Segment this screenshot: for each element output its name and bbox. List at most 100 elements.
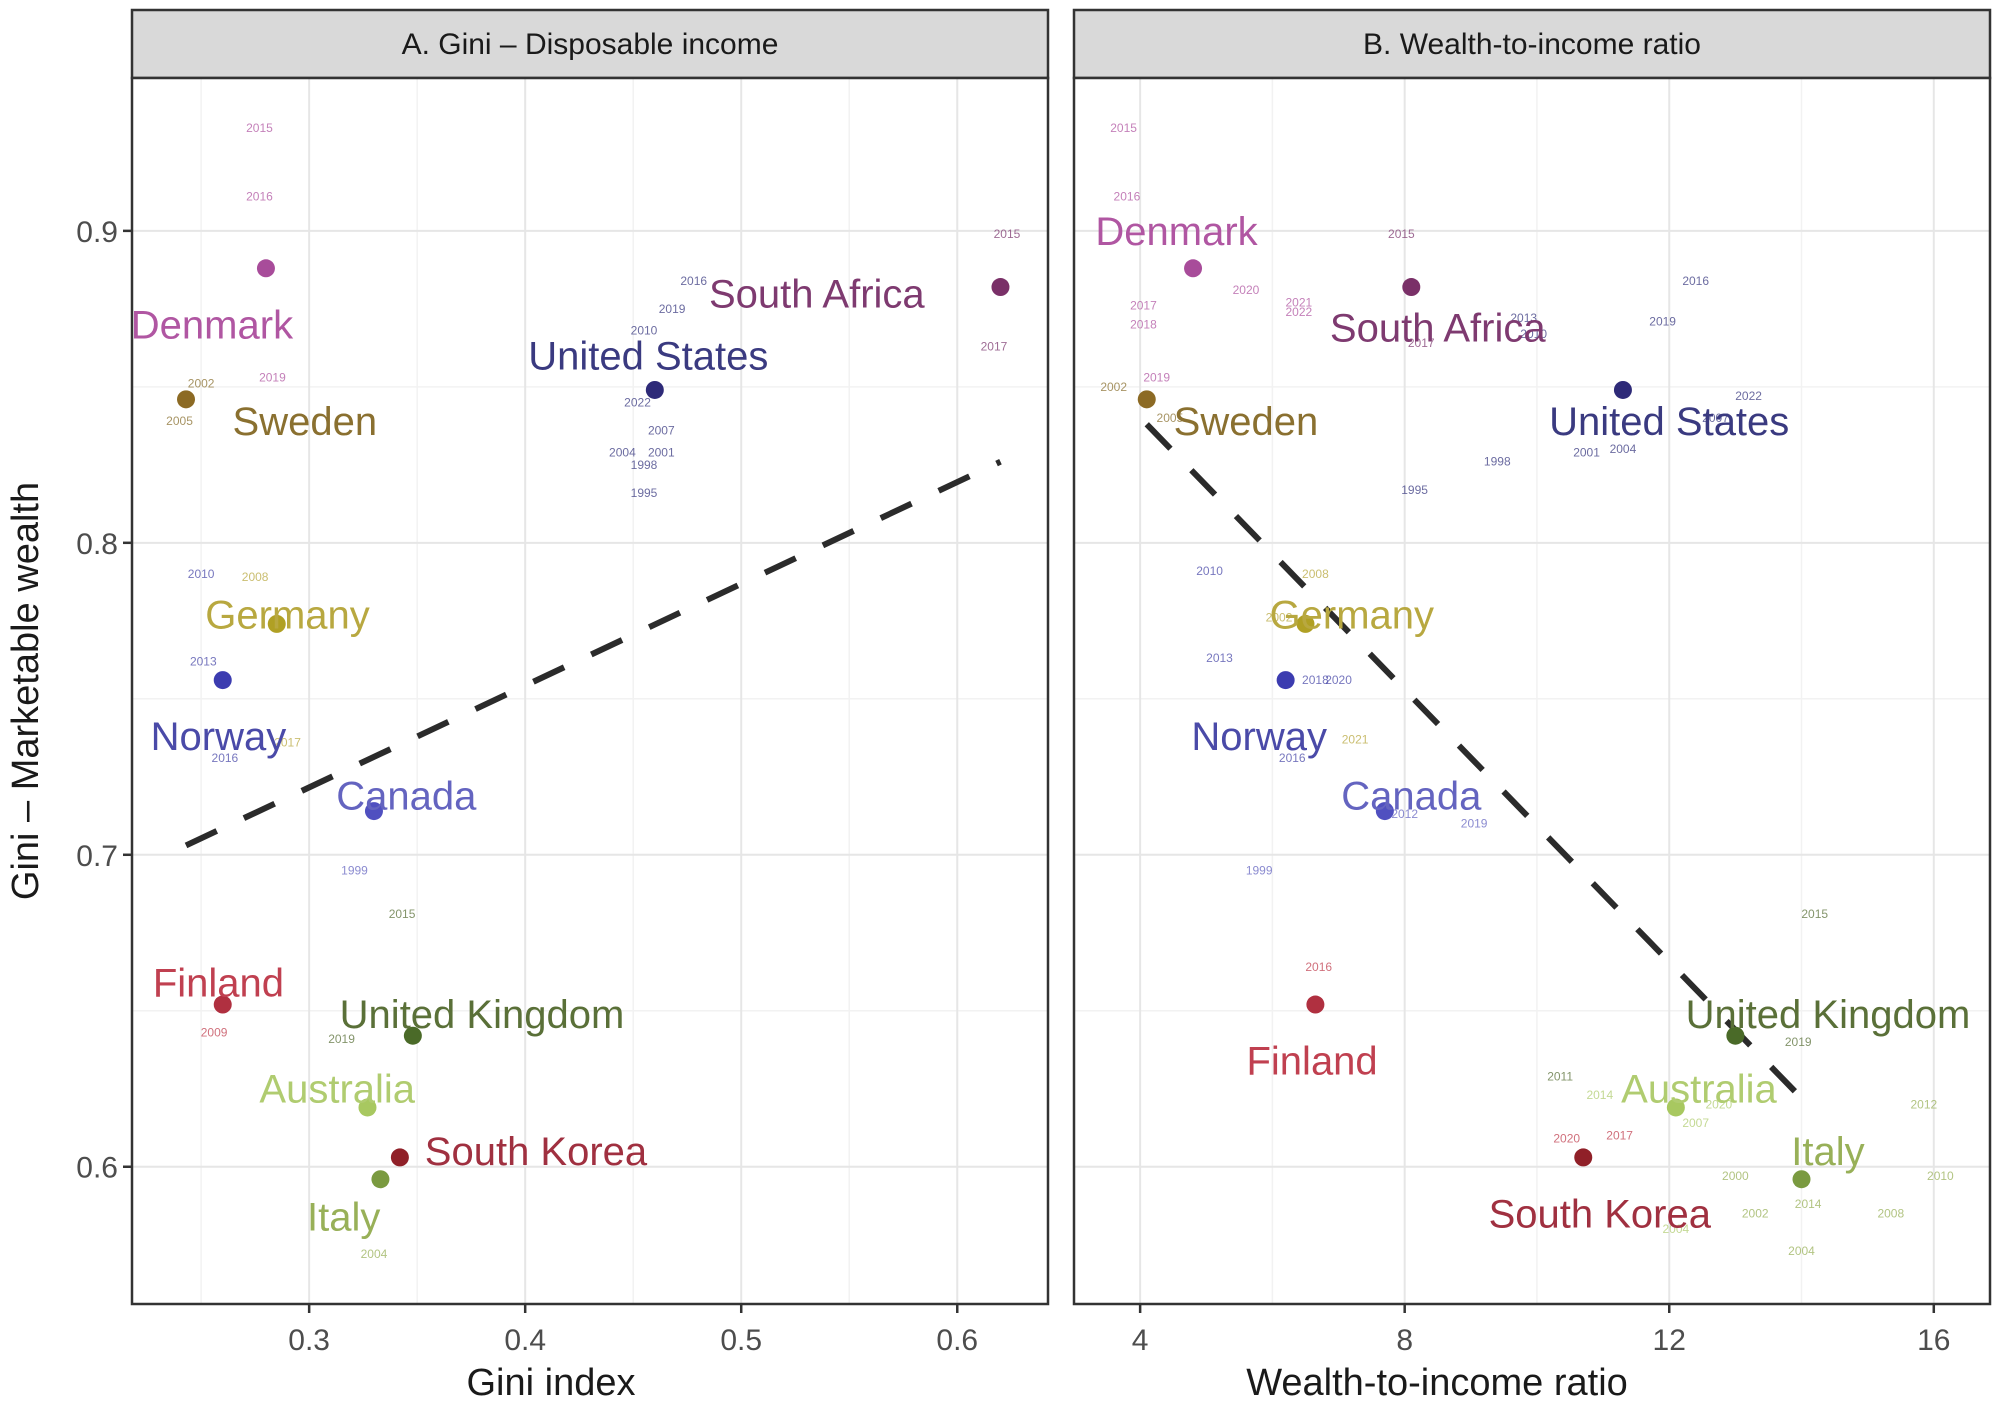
year-label: 2015 (389, 907, 416, 921)
y-tick-label: 0.9 (76, 216, 118, 249)
year-label: 2009 (201, 1026, 228, 1040)
data-point-norway (1276, 671, 1295, 690)
year-label: 2020 (1325, 673, 1352, 687)
data-point-germany (267, 614, 286, 633)
y-tick-label: 0.8 (76, 528, 118, 561)
data-point-finland (1306, 995, 1325, 1014)
year-label: 1999 (341, 863, 368, 877)
year-label: 2022 (1286, 305, 1313, 319)
data-point-south-korea (390, 1148, 409, 1167)
data-point-canada (364, 802, 383, 821)
data-point-united-kingdom (403, 1026, 422, 1045)
panel-a-title: A. Gini – Disposable income (402, 28, 779, 61)
data-point-italy (1792, 1170, 1811, 1189)
data-point-united-states (1613, 380, 1632, 399)
year-label: 2017 (1606, 1129, 1633, 1143)
country-label: South Korea (1489, 1193, 1712, 1237)
panel-b-marks: 2015201620202021202220172018201520172019… (1095, 121, 1970, 1258)
country-label: South Korea (425, 1130, 648, 1174)
year-label: 2004 (609, 445, 636, 459)
year-label: 2019 (1649, 314, 1676, 328)
year-label: 2017 (1130, 299, 1157, 313)
data-point-canada (1375, 802, 1394, 821)
year-label: 2016 (1114, 190, 1141, 204)
year-label: 2008 (242, 570, 269, 584)
year-label: 2013 (1206, 651, 1233, 665)
year-label: 2019 (259, 370, 286, 384)
year-label: 2008 (1877, 1207, 1904, 1221)
year-label: 2010 (1520, 327, 1547, 341)
data-point-australia (358, 1098, 377, 1117)
country-label: South Africa (1330, 307, 1546, 351)
x-tick-label: 12 (1653, 1324, 1686, 1357)
data-point-united-kingdom (1726, 1026, 1745, 1045)
country-label: Norway (151, 715, 287, 759)
y-axis-title: Gini – Marketable wealth (5, 482, 47, 900)
x-tick-label: 8 (1396, 1324, 1413, 1357)
panel-b: B. Wealth-to-income ratio 20152016202020… (1072, 8, 1992, 1404)
year-label: 2018 (1302, 673, 1329, 687)
year-label: 2010 (188, 567, 215, 581)
year-label: 2017 (1408, 336, 1435, 350)
year-label: 2001 (1573, 445, 1600, 459)
panel-a-y-axis: 0.6 0.7 0.8 0.9 (76, 216, 132, 1185)
year-label: 2004 (1610, 442, 1637, 456)
year-label: 2018 (1130, 317, 1157, 331)
panel-b-plot-area (1074, 78, 1990, 1304)
year-label: 1998 (1484, 455, 1511, 469)
panel-b-x-axis-title: Wealth-to-income ratio (1246, 1362, 1628, 1404)
year-label: 2016 (246, 190, 273, 204)
year-label: 2019 (1461, 817, 1488, 831)
year-label: 2016 (680, 274, 707, 288)
year-label: 2004 (1662, 1222, 1689, 1236)
data-point-finland (213, 995, 232, 1014)
year-label: 2012 (1391, 807, 1418, 821)
data-point-sweden (1137, 390, 1156, 409)
data-point-south-africa (991, 278, 1010, 297)
year-label: 2005 (166, 414, 193, 428)
year-label: 2022 (1735, 389, 1762, 403)
year-label: 2000 (1722, 1169, 1749, 1183)
data-point-denmark (1184, 259, 1203, 278)
year-label: 2015 (1801, 907, 1828, 921)
year-label: 2004 (1788, 1244, 1815, 1258)
x-tick-label: 0.3 (288, 1324, 330, 1357)
year-label: 2020 (1233, 283, 1260, 297)
year-label: 1998 (631, 458, 658, 472)
country-label: Italy (307, 1196, 380, 1240)
year-label: 2021 (1286, 296, 1313, 310)
year-label: 2015 (246, 121, 273, 135)
country-label: Finland (1246, 1040, 1377, 1084)
country-label: Germany (1270, 594, 1435, 638)
panel-b-title: B. Wealth-to-income ratio (1363, 28, 1701, 61)
year-label: 2015 (994, 227, 1021, 241)
data-point-south-korea (1574, 1148, 1593, 1167)
country-label: Denmark (131, 303, 294, 347)
year-label: 2019 (659, 302, 686, 316)
panel-a-grid (132, 78, 1048, 1304)
year-label: 2001 (648, 445, 675, 459)
country-label: Canada (1341, 775, 1482, 819)
year-label: 2015 (1388, 227, 1415, 241)
year-label: 2010 (1927, 1169, 1954, 1183)
year-label: 2008 (1302, 567, 1329, 581)
x-tick-label: 0.6 (936, 1324, 978, 1357)
trend-line (184, 458, 1002, 849)
panel-b-strip (1072, 8, 1992, 80)
year-label: 2016 (212, 751, 239, 765)
year-label: 2007 (1702, 411, 1729, 425)
year-label: 2013 (190, 654, 217, 668)
x-tick-label: 16 (1917, 1324, 1950, 1357)
data-point-south-africa (1402, 278, 1421, 297)
data-point-norway (213, 671, 232, 690)
year-label: 2021 (1342, 732, 1369, 746)
y-tick-label: 0.6 (76, 1152, 118, 1185)
panel-b-grid (1074, 78, 1990, 1304)
year-label: 2019 (1143, 370, 1170, 384)
year-label: 2012 (1911, 1097, 1938, 1111)
year-label: 2010 (631, 324, 658, 338)
year-label: 2014 (1795, 1197, 1822, 1211)
country-label: United States (528, 335, 768, 379)
data-point-sweden (177, 390, 196, 409)
